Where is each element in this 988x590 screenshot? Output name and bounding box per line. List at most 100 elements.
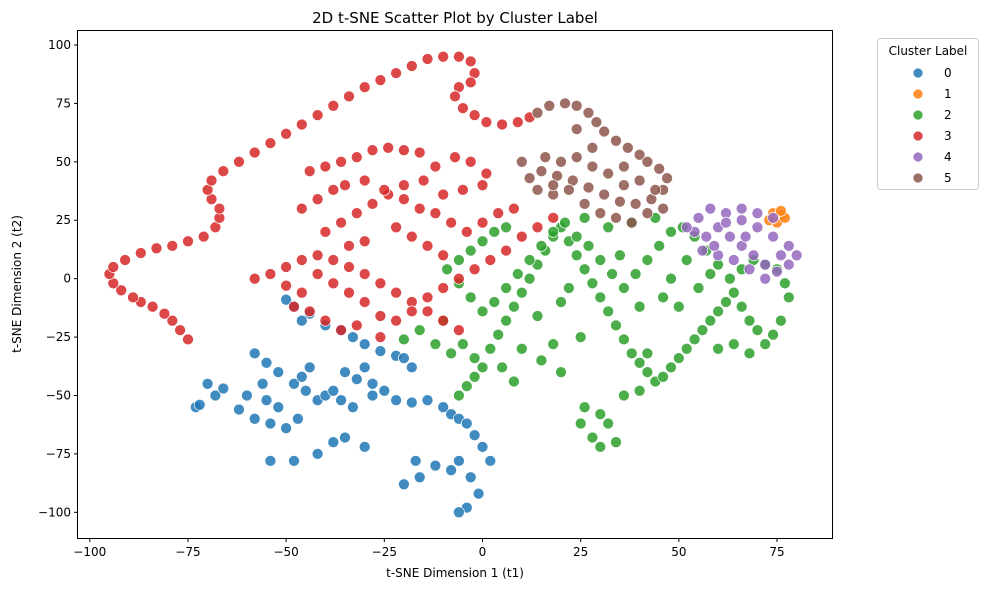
point-cluster-3	[295, 202, 308, 215]
point-cluster-3	[398, 144, 410, 157]
point-cluster-3	[374, 74, 387, 86]
point-cluster-2	[476, 305, 489, 318]
point-cluster-2	[570, 230, 583, 243]
y-tick-label: −50	[46, 388, 71, 402]
point-cluster-4	[720, 216, 732, 229]
point-cluster-2	[641, 366, 654, 378]
legend: Cluster Label 0 1 2 3 4 5	[877, 38, 979, 190]
point-cluster-3	[366, 144, 379, 157]
point-cluster-3	[421, 240, 434, 252]
point-cluster-3	[476, 179, 489, 192]
point-cluster-3	[437, 282, 450, 294]
point-cluster-0	[405, 396, 418, 409]
point-cluster-2	[688, 333, 701, 346]
legend-title: Cluster Label	[889, 44, 968, 58]
point-cluster-4	[680, 221, 693, 234]
point-cluster-5	[614, 195, 626, 208]
legend-marker-3	[912, 130, 924, 142]
point-cluster-3	[288, 300, 300, 313]
point-cluster-2	[578, 263, 591, 276]
point-cluster-3	[445, 216, 457, 229]
point-cluster-4	[751, 207, 764, 220]
point-cluster-3	[453, 50, 465, 63]
point-cluster-2	[500, 221, 512, 234]
point-cluster-2	[629, 268, 642, 280]
point-cluster-3	[127, 291, 139, 304]
point-cluster-2	[743, 347, 756, 360]
point-cluster-0	[264, 417, 277, 430]
point-cluster-5	[633, 148, 646, 161]
point-cluster-2	[578, 212, 591, 224]
point-cluster-0	[398, 478, 410, 491]
point-cluster-4	[692, 212, 705, 224]
point-cluster-2	[570, 249, 583, 262]
x-tick-label: 75	[769, 545, 784, 559]
point-cluster-2	[523, 254, 536, 266]
point-cluster-2	[586, 277, 599, 290]
point-cluster-2	[468, 352, 481, 364]
point-cluster-2	[464, 244, 477, 257]
point-cluster-0	[390, 394, 402, 407]
point-cluster-4	[759, 272, 772, 285]
point-cluster-2	[665, 226, 677, 238]
point-cluster-2	[547, 226, 560, 238]
point-cluster-5	[633, 174, 646, 187]
point-cluster-3	[182, 235, 194, 248]
point-cluster-4	[704, 202, 717, 215]
point-cluster-2	[633, 300, 646, 313]
point-cluster-0	[437, 401, 450, 414]
point-cluster-2	[727, 338, 740, 350]
point-cluster-2	[484, 342, 497, 355]
point-cluster-2	[500, 314, 512, 327]
point-cluster-3	[295, 286, 308, 299]
point-cluster-3	[327, 277, 340, 290]
point-cluster-3	[319, 226, 332, 238]
point-cluster-0	[209, 389, 222, 402]
point-cluster-3	[182, 333, 194, 346]
point-cluster-0	[311, 448, 324, 460]
point-cluster-3	[468, 109, 481, 121]
x-axis-title: t-SNE Dimension 1 (t1)	[386, 566, 524, 580]
point-cluster-4	[759, 258, 772, 271]
point-cluster-3	[453, 272, 465, 285]
point-cluster-4	[790, 249, 803, 262]
point-cluster-0	[233, 403, 245, 416]
x-tick-label: −25	[372, 545, 397, 559]
point-cluster-0	[366, 389, 379, 402]
point-cluster-5	[618, 179, 630, 192]
point-cluster-2	[586, 431, 599, 444]
point-cluster-3	[429, 207, 442, 220]
point-cluster-4	[767, 212, 779, 224]
point-cluster-2	[582, 240, 595, 252]
point-cluster-2	[751, 324, 764, 336]
legend-label-5: 5	[944, 171, 952, 185]
point-cluster-2	[727, 286, 740, 299]
point-cluster-2	[704, 314, 717, 327]
point-cluster-0	[484, 455, 497, 467]
point-cluster-0	[453, 506, 465, 519]
point-cluster-2	[665, 272, 677, 285]
point-cluster-2	[555, 366, 567, 378]
point-cluster-2	[680, 342, 693, 355]
point-cluster-3	[205, 174, 218, 187]
legend-label-2: 2	[944, 108, 952, 122]
point-cluster-3	[390, 67, 402, 79]
point-cluster-3	[464, 76, 477, 89]
point-cluster-2	[767, 328, 779, 341]
point-cluster-3	[429, 160, 442, 173]
point-cluster-3	[468, 263, 481, 276]
legend-label-1: 1	[944, 87, 952, 101]
point-cluster-0	[288, 455, 300, 467]
point-cluster-3	[417, 174, 430, 187]
point-cluster-3	[327, 254, 340, 266]
point-cluster-2	[614, 249, 626, 262]
point-cluster-4	[775, 249, 787, 262]
point-cluster-3	[158, 307, 171, 320]
point-cluster-4	[700, 230, 713, 243]
point-cluster-0	[429, 459, 442, 472]
point-cluster-5	[621, 141, 634, 154]
point-cluster-0	[327, 384, 340, 397]
point-cluster-3	[150, 242, 163, 255]
